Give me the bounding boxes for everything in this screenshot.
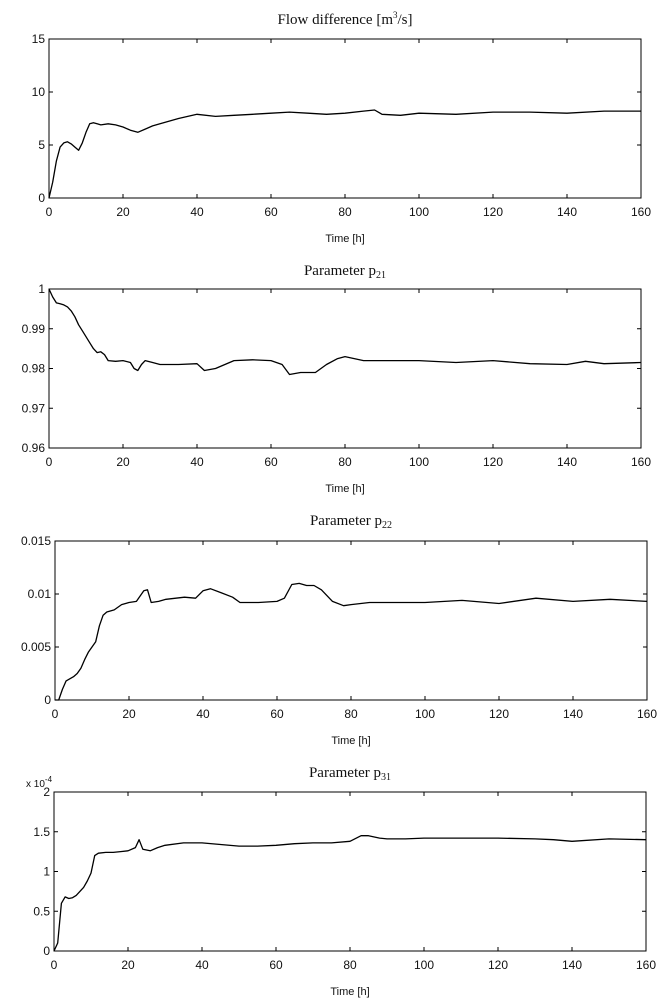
chart-panel-3: Parameter p22 0 20 40 60 80 100 120 140 160 0 0.005… bbox=[21, 513, 657, 747]
chart-title-main: Parameter p bbox=[304, 263, 376, 279]
x-tick-label: 60 bbox=[264, 205, 278, 219]
plot-area bbox=[54, 540, 648, 701]
chart-title: Flow difference [m3/s] bbox=[277, 10, 412, 28]
x-tick-label: 0 bbox=[46, 455, 53, 469]
y-tick-label: 1 bbox=[43, 865, 50, 879]
y-tick-label: 0.97 bbox=[22, 401, 46, 415]
y-tick-label: 0.01 bbox=[28, 587, 52, 601]
x-tick-label: 20 bbox=[121, 958, 135, 972]
series-line-1 bbox=[48, 288, 642, 376]
x-tick-label: 80 bbox=[344, 707, 358, 721]
x-tick-label: 20 bbox=[116, 205, 130, 219]
x-axis-label: Time [h] bbox=[325, 483, 364, 495]
x-tick-label: 60 bbox=[264, 455, 278, 469]
chart-title: Parameter p21 bbox=[304, 263, 386, 281]
y-tick-label: 0.96 bbox=[22, 441, 46, 455]
chart-panel-4: Parameter p31 0 20 40 60 80 100 120 140 160 0 0.5 1 1… bbox=[26, 765, 656, 998]
x-tick-label: 100 bbox=[409, 455, 429, 469]
x-tick-label: 40 bbox=[190, 455, 204, 469]
y-tick-label: 2 bbox=[43, 785, 50, 799]
x-tick-label: 100 bbox=[415, 707, 435, 721]
y-tick-label: 0 bbox=[43, 944, 50, 958]
x-tick-label: 20 bbox=[122, 707, 136, 721]
y-axis-multiplier-base: x 10 bbox=[26, 779, 45, 790]
y-tick-label: 1 bbox=[38, 282, 45, 296]
x-tick-label: 160 bbox=[637, 707, 657, 721]
chart-title-main: Parameter p bbox=[310, 513, 382, 529]
chart-panel-1: Flow difference [m3/s]0 20 40 60 80 100 120 140… bbox=[32, 10, 652, 245]
x-tick-label: 100 bbox=[409, 205, 429, 219]
x-tick-label: 120 bbox=[489, 707, 509, 721]
x-tick-label: 80 bbox=[338, 455, 352, 469]
y-axis-multiplier: x 10-4 bbox=[26, 775, 53, 790]
x-tick-label: 160 bbox=[631, 455, 651, 469]
x-tick-label: 40 bbox=[190, 205, 204, 219]
y-tick-label: 0.98 bbox=[22, 362, 46, 376]
x-tick-label: 80 bbox=[343, 958, 357, 972]
plot-area bbox=[53, 791, 647, 952]
y-tick-label: 5 bbox=[38, 138, 45, 152]
chart-title-subscript: 31 bbox=[381, 772, 391, 783]
plot-area bbox=[48, 288, 642, 449]
y-tick-label: 0.005 bbox=[21, 640, 51, 654]
x-tick-label: 60 bbox=[270, 707, 284, 721]
x-tick-label: 140 bbox=[557, 455, 577, 469]
series-line-1 bbox=[55, 582, 648, 701]
chart-title: Parameter p22 bbox=[310, 513, 392, 531]
x-tick-label: 120 bbox=[483, 455, 503, 469]
x-tick-label: 140 bbox=[562, 958, 582, 972]
x-tick-label: 160 bbox=[631, 205, 651, 219]
x-tick-label: 80 bbox=[338, 205, 352, 219]
x-tick-label: 120 bbox=[488, 958, 508, 972]
y-axis-multiplier-exponent: -4 bbox=[45, 775, 53, 784]
chart-title-main: Flow difference [m bbox=[277, 12, 393, 28]
x-tick-label: 160 bbox=[636, 958, 656, 972]
y-tick-label: 0.99 bbox=[22, 322, 46, 336]
chart-title-subscript: 21 bbox=[376, 270, 386, 281]
x-tick-label: 40 bbox=[196, 707, 210, 721]
chart-title-superscript: 3 bbox=[393, 10, 398, 20]
series-line-1 bbox=[53, 835, 647, 952]
chart-title-main: Parameter p bbox=[309, 765, 381, 781]
chart-title-subscript: 22 bbox=[382, 520, 392, 531]
x-tick-label: 40 bbox=[195, 958, 209, 972]
x-tick-label: 140 bbox=[563, 707, 583, 721]
y-tick-label: 1.5 bbox=[33, 825, 50, 839]
x-tick-label: 100 bbox=[414, 958, 434, 972]
y-tick-label: 0 bbox=[38, 191, 45, 205]
x-tick-label: 120 bbox=[483, 205, 503, 219]
x-tick-label: 0 bbox=[51, 958, 58, 972]
x-tick-label: 0 bbox=[52, 707, 59, 721]
y-tick-label: 0 bbox=[44, 693, 51, 707]
chart-title: Parameter p31 bbox=[309, 765, 391, 783]
y-tick-label: 0.015 bbox=[21, 534, 51, 548]
chart-panel-2: Parameter p21 0 20 40 60 80 100 120 140 160 0.96 0.… bbox=[22, 263, 652, 495]
x-tick-label: 0 bbox=[46, 205, 53, 219]
x-tick-label: 60 bbox=[269, 958, 283, 972]
x-axis-label: Time [h] bbox=[325, 233, 364, 245]
y-tick-label: 15 bbox=[32, 32, 46, 46]
plot-area bbox=[48, 38, 642, 199]
x-axis-label: Time [h] bbox=[330, 986, 369, 998]
y-tick-label: 0.5 bbox=[33, 904, 50, 918]
chart-title-tail: /s] bbox=[398, 12, 413, 28]
x-tick-label: 140 bbox=[557, 205, 577, 219]
x-tick-label: 20 bbox=[116, 455, 130, 469]
y-tick-label: 10 bbox=[32, 85, 46, 99]
x-axis-label: Time [h] bbox=[331, 735, 370, 747]
series-line-1 bbox=[48, 109, 641, 199]
